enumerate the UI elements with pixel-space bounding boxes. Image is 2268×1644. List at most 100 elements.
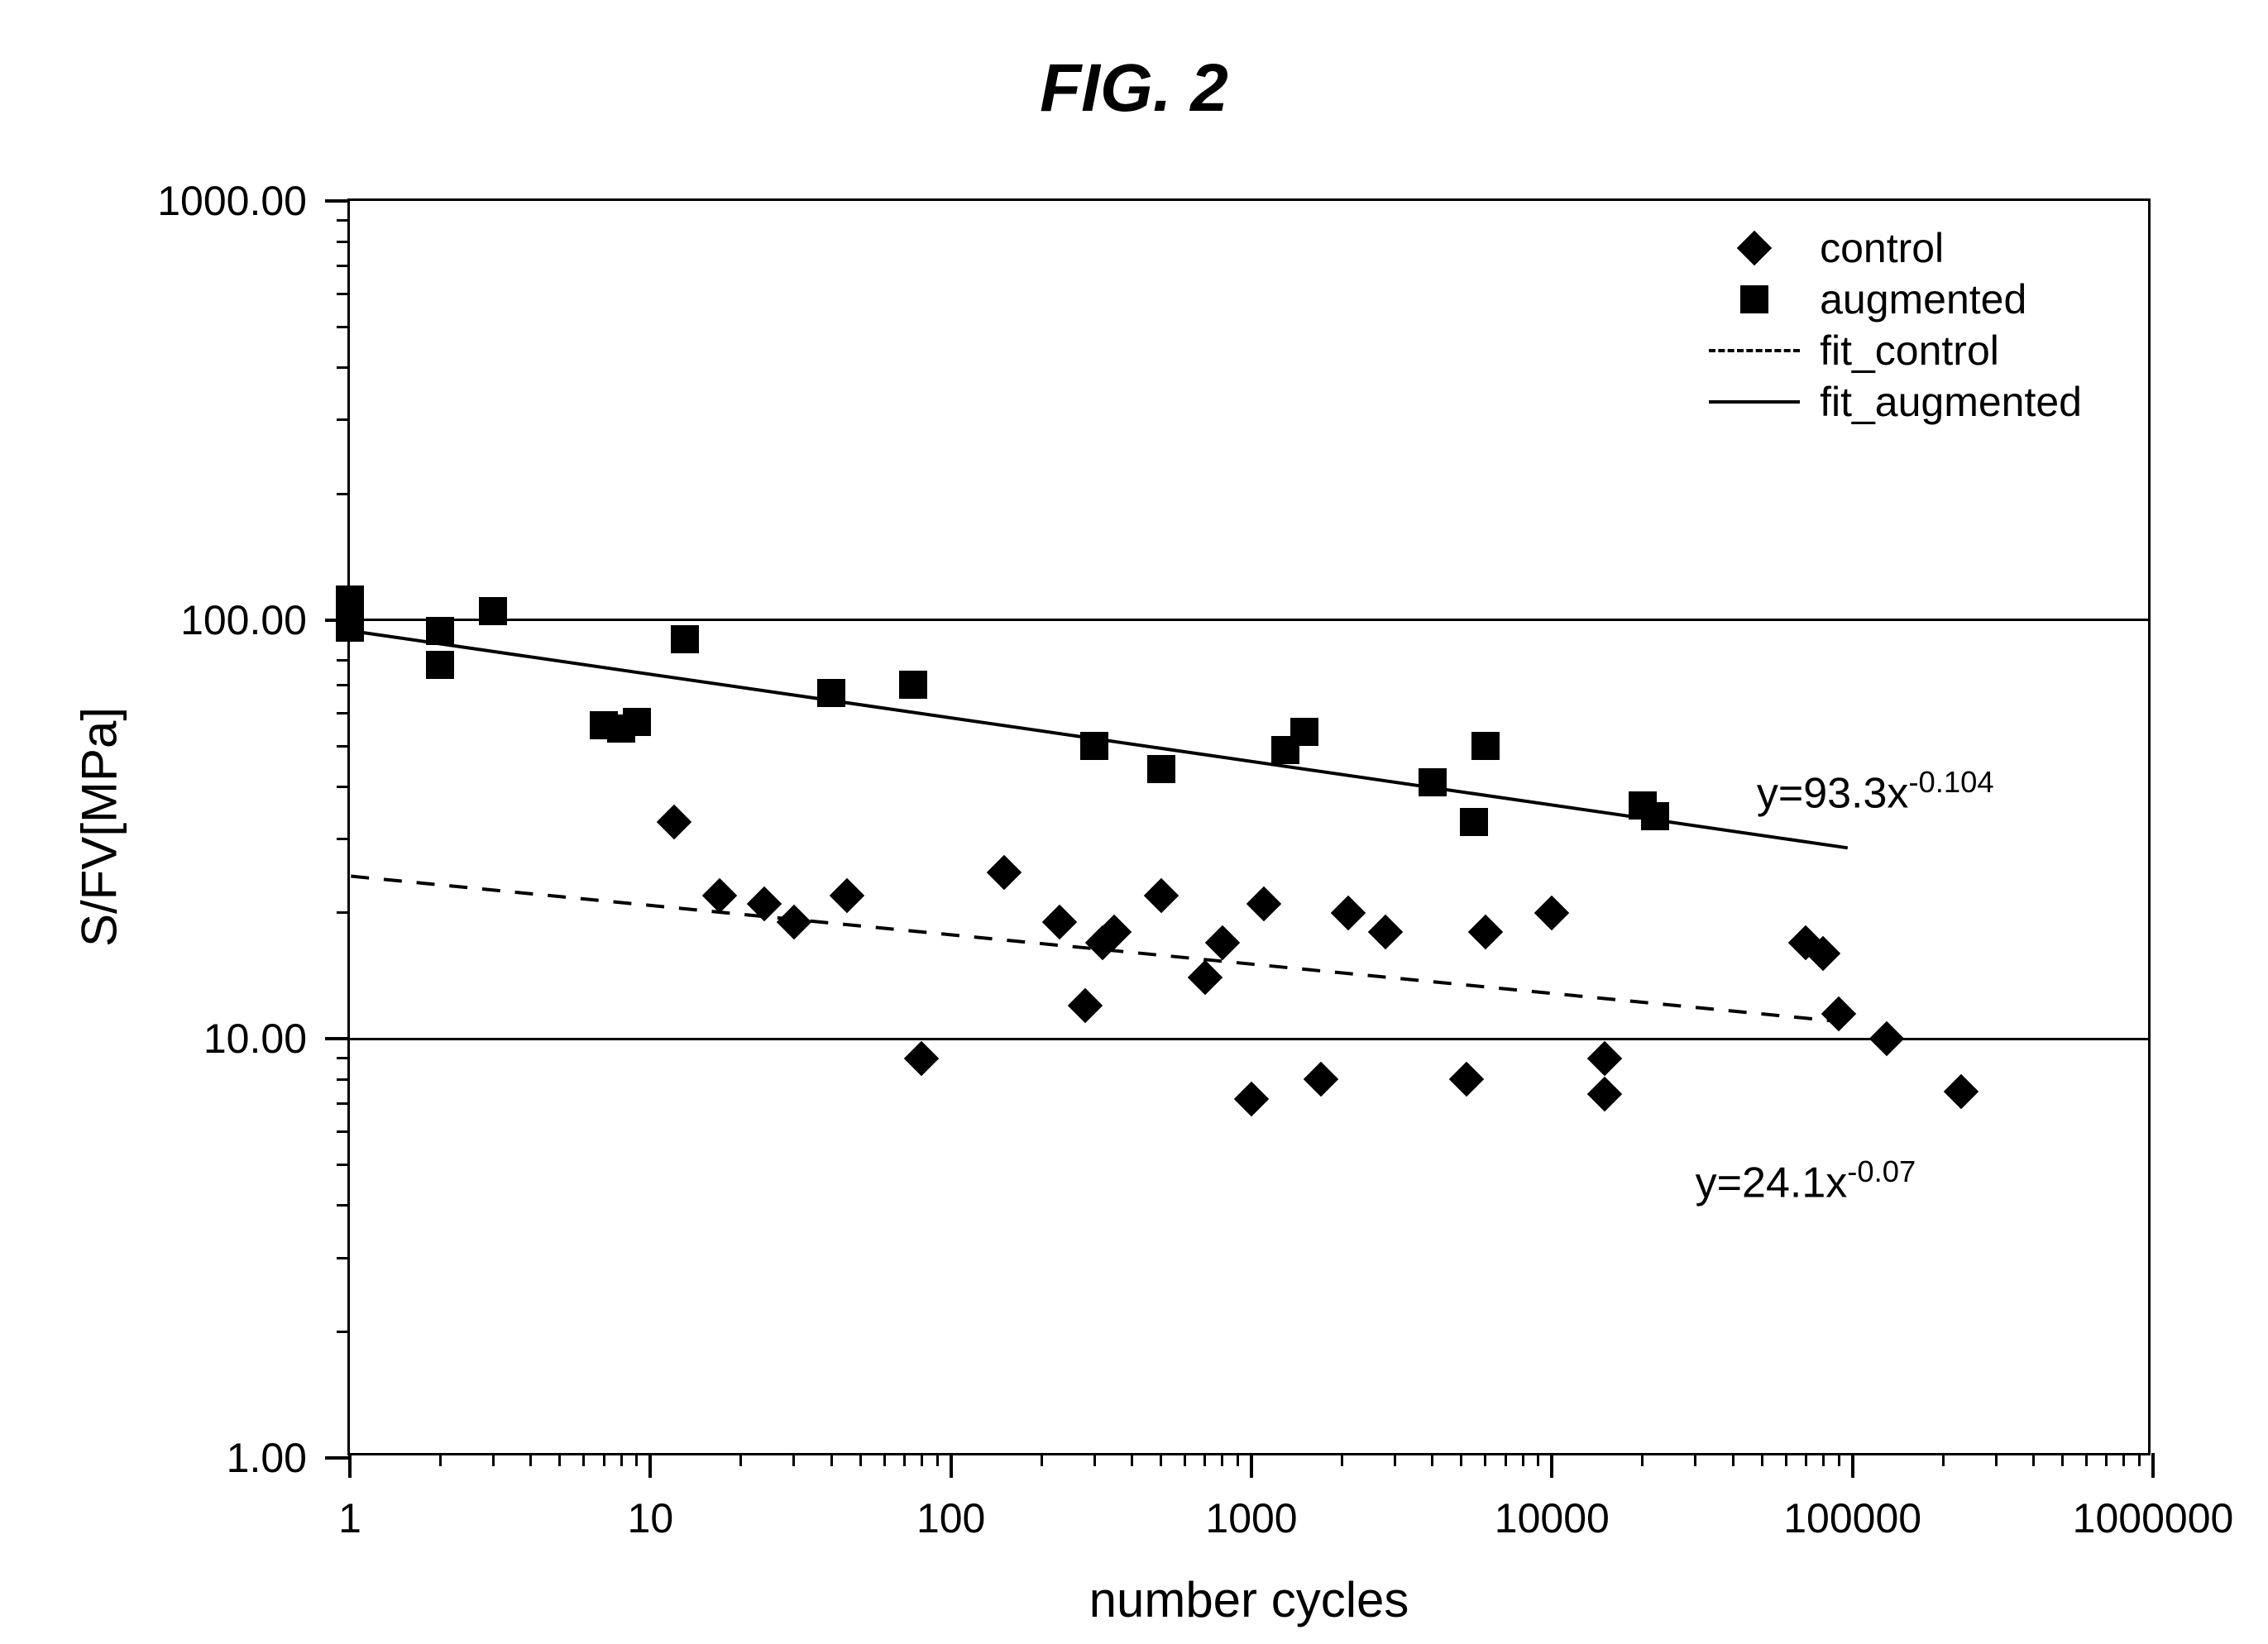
x-tick-label: 100	[916, 1494, 985, 1542]
x-minor-tick	[739, 1453, 742, 1466]
fit_control-equation-label: y=24.1x-0.07	[1696, 1154, 1916, 1207]
control-point	[1368, 915, 1403, 949]
control-point	[986, 854, 1021, 889]
y-minor-tick	[337, 293, 350, 295]
augmented-point	[817, 679, 845, 707]
legend-swatch-control	[1709, 222, 1800, 274]
x-major-tick	[648, 1453, 652, 1478]
x-minor-tick	[1761, 1453, 1763, 1466]
y-minor-tick	[337, 366, 350, 369]
augmented-point	[1419, 768, 1447, 796]
x-minor-tick	[1431, 1453, 1433, 1466]
diamond-icon	[1737, 231, 1772, 265]
augmented-point	[623, 708, 651, 736]
x-minor-tick	[1641, 1453, 1644, 1466]
x-minor-tick	[1732, 1453, 1734, 1466]
x-tick-label: 10000	[1495, 1494, 1610, 1542]
x-minor-tick	[921, 1453, 923, 1466]
x-minor-tick	[1341, 1453, 1343, 1466]
figure-title: FIG. 2	[0, 50, 2268, 127]
x-minor-tick	[2122, 1453, 2125, 1466]
x-minor-tick	[1394, 1453, 1396, 1466]
x-major-tick	[1250, 1453, 1253, 1478]
y-minor-tick	[337, 1257, 350, 1259]
dashed-line-icon	[1709, 349, 1800, 352]
control-point	[1042, 905, 1077, 939]
augmented-point	[1641, 802, 1669, 830]
x-minor-tick	[1805, 1453, 1807, 1466]
x-minor-tick	[603, 1453, 605, 1466]
augmented-point	[1080, 732, 1108, 760]
y-minor-tick	[337, 418, 350, 421]
plot-area: controlaugmentedfit_controlfit_augmented…	[347, 198, 2151, 1455]
x-minor-tick	[1131, 1453, 1133, 1466]
fit_control-equation-base: y=24.1x	[1696, 1159, 1848, 1207]
y-tick-label: 10.00	[203, 1015, 307, 1063]
y-major-tick	[325, 1037, 350, 1040]
y-tick-label: 100.00	[180, 596, 307, 644]
x-minor-tick	[1203, 1453, 1206, 1466]
x-minor-tick	[1694, 1453, 1696, 1466]
control-point	[702, 878, 737, 913]
x-minor-tick	[2105, 1453, 2108, 1466]
x-minor-tick	[1838, 1453, 1840, 1466]
y-minor-tick	[337, 265, 350, 267]
legend-label: fit_control	[1820, 327, 1999, 375]
control-point	[1821, 996, 1856, 1030]
x-minor-tick	[1822, 1453, 1825, 1466]
y-tick-label: 1000.00	[157, 177, 307, 225]
control-point	[1234, 1081, 1269, 1116]
x-minor-tick	[2138, 1453, 2141, 1466]
x-minor-tick	[903, 1453, 906, 1466]
control-point	[1468, 915, 1503, 949]
control-point	[1869, 1021, 1904, 1056]
control-point	[1068, 988, 1103, 1023]
x-tick-label: 1000	[1205, 1494, 1297, 1542]
control-point	[1944, 1073, 1979, 1108]
y-major-tick	[325, 1456, 350, 1460]
x-minor-tick	[2085, 1453, 2088, 1466]
x-minor-tick	[2061, 1453, 2064, 1466]
control-point	[829, 878, 864, 913]
y-minor-tick	[337, 241, 350, 243]
control-point	[1587, 1040, 1622, 1075]
control-point	[1143, 878, 1178, 913]
x-minor-tick	[1522, 1453, 1524, 1466]
y-minor-tick	[337, 1331, 350, 1333]
x-minor-tick	[1505, 1453, 1507, 1466]
fit_augmented-equation-exponent: -0.104	[1908, 765, 1993, 799]
x-tick-label: 100000	[1783, 1494, 1921, 1542]
control-point	[1188, 960, 1223, 995]
control-point	[1246, 887, 1281, 921]
augmented-point	[1471, 732, 1500, 760]
x-minor-tick	[1484, 1453, 1486, 1466]
x-minor-tick	[1221, 1453, 1223, 1466]
x-minor-tick	[492, 1453, 495, 1466]
solid-line-icon	[1709, 400, 1800, 404]
x-minor-tick	[2032, 1453, 2035, 1466]
y-minor-tick	[337, 1164, 350, 1166]
x-minor-tick	[439, 1453, 442, 1466]
augmented-point	[426, 617, 454, 645]
x-minor-tick	[529, 1453, 532, 1466]
x-minor-tick	[1995, 1453, 1998, 1466]
control-point	[1205, 925, 1240, 959]
x-minor-tick	[936, 1453, 939, 1466]
x-major-tick	[1851, 1453, 1854, 1478]
augmented-point	[479, 597, 507, 625]
x-minor-tick	[830, 1453, 833, 1466]
fit_augmented-equation-label: y=93.3x-0.104	[1757, 765, 1994, 818]
y-minor-tick	[337, 1078, 350, 1081]
y-minor-tick	[337, 1130, 350, 1133]
y-tick-label: 1.00	[227, 1434, 307, 1482]
x-major-tick	[348, 1453, 352, 1478]
x-tick-label: 1000000	[2073, 1494, 2234, 1542]
x-minor-tick	[1785, 1453, 1787, 1466]
x-minor-tick	[1184, 1453, 1186, 1466]
x-minor-tick	[1942, 1453, 1945, 1466]
legend-label: augmented	[1820, 275, 2026, 323]
control-point	[776, 905, 811, 939]
augmented-point	[1460, 808, 1488, 836]
y-minor-tick	[337, 219, 350, 222]
y-major-tick	[325, 199, 350, 203]
